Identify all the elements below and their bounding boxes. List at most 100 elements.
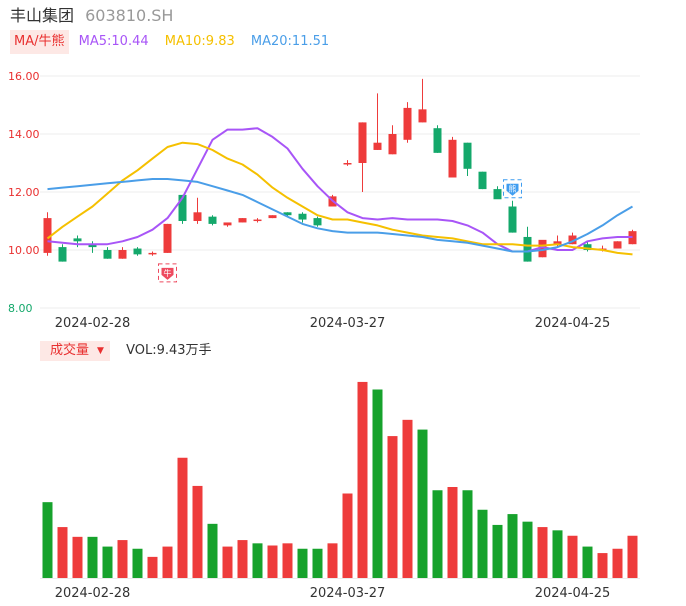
volume-bar xyxy=(132,548,143,578)
candle-body xyxy=(178,194,187,221)
volume-bar xyxy=(597,553,608,578)
candle xyxy=(133,247,142,256)
candle-body xyxy=(448,139,457,178)
volume-indicator-dropdown[interactable]: 成交量 ▼ xyxy=(40,341,110,361)
candle-body xyxy=(163,223,172,253)
candle-body xyxy=(523,236,532,262)
candle-body xyxy=(313,218,322,226)
ma5-line xyxy=(47,127,633,253)
volume-bar xyxy=(222,546,233,578)
stock-code: 603810.SH xyxy=(85,6,174,25)
candle xyxy=(148,251,157,256)
candle xyxy=(118,247,127,259)
caret-down-icon: ▼ xyxy=(97,346,104,356)
volume-bar xyxy=(417,429,428,578)
candle xyxy=(268,215,277,219)
candle-body xyxy=(193,212,202,221)
candle-body xyxy=(343,163,352,165)
candle xyxy=(313,216,322,227)
signal-frame xyxy=(158,263,177,283)
volume-bar xyxy=(447,487,458,578)
volume-value: VOL:9.43万手 xyxy=(126,343,212,358)
volume-bar xyxy=(177,457,188,578)
x-tick-label: 2024-02-28 xyxy=(55,316,131,331)
y-tick-label: 14.00 xyxy=(8,128,40,141)
volume-bar xyxy=(582,546,593,578)
candle-body xyxy=(613,241,622,249)
volume-bar xyxy=(207,523,218,578)
candle-body xyxy=(463,142,472,169)
volume-bar xyxy=(402,419,413,578)
candle-body xyxy=(238,218,247,223)
x-tick-label: 2024-02-28 xyxy=(55,586,131,601)
candle xyxy=(193,197,202,224)
candle-body xyxy=(538,239,547,258)
volume-bar xyxy=(117,540,128,578)
ma-legend: MA/牛熊 MA5:10.44 MA10:9.83 MA20:11.51 xyxy=(10,30,341,54)
candle xyxy=(478,171,487,190)
candle xyxy=(583,241,592,252)
ma-indicator-tab[interactable]: MA/牛熊 xyxy=(10,30,69,54)
candle-body xyxy=(148,252,157,255)
signal-shield xyxy=(161,267,174,280)
volume-bar xyxy=(252,543,263,578)
signal-shield xyxy=(506,183,519,196)
candle xyxy=(103,247,112,259)
candle-body xyxy=(358,122,367,163)
y-tick-label: 10.00 xyxy=(8,244,40,257)
candle xyxy=(388,125,397,155)
candle-body xyxy=(88,244,97,248)
volume-tab-label: 成交量 xyxy=(50,343,90,358)
volume-bar xyxy=(312,548,323,578)
x-tick-label: 2024-04-25 xyxy=(535,316,611,331)
candle xyxy=(178,194,187,224)
ma10-line xyxy=(46,141,633,256)
volume-bar xyxy=(357,381,368,578)
volume-bar xyxy=(462,490,473,578)
ma5-label: MA5:10.44 xyxy=(78,34,149,49)
volume-bar xyxy=(627,535,638,578)
volume-bar xyxy=(192,485,203,578)
volume-bar xyxy=(372,389,383,578)
y-tick-label: 12.00 xyxy=(8,186,40,199)
bear-signal-icon: 熊 xyxy=(503,179,522,199)
candle-body xyxy=(433,128,442,153)
volume-bar xyxy=(147,556,158,578)
volume-bar xyxy=(87,536,98,578)
candle xyxy=(298,212,307,223)
volume-bar xyxy=(522,521,533,578)
candle-body xyxy=(43,218,52,253)
volume-bar xyxy=(267,545,278,578)
candle-body xyxy=(583,244,592,250)
volume-bar xyxy=(72,536,83,578)
candle xyxy=(373,93,382,150)
volume-bar xyxy=(492,524,503,578)
candle-body xyxy=(103,250,112,259)
ma10-label: MA10:9.83 xyxy=(164,34,235,49)
candle-body xyxy=(478,171,487,190)
candle xyxy=(523,226,532,262)
candle-body xyxy=(73,238,82,242)
volume-bar xyxy=(567,535,578,578)
y-tick-label: 16.00 xyxy=(8,70,40,83)
candle-body xyxy=(268,215,277,219)
candle-body xyxy=(388,134,397,155)
candle xyxy=(493,186,502,200)
x-tick-label: 2024-03-27 xyxy=(310,316,386,331)
candle-body xyxy=(208,216,217,224)
candle-body xyxy=(58,247,67,262)
signal-label: 熊 xyxy=(509,184,517,194)
candle-body xyxy=(493,189,502,200)
stock-name: 丰山集团 xyxy=(10,6,75,25)
candle xyxy=(73,235,82,248)
candle xyxy=(343,160,352,166)
volume-bar xyxy=(297,548,308,578)
y-tick-label: 8.00 xyxy=(8,302,33,315)
candle-body xyxy=(568,235,577,245)
candle xyxy=(403,102,412,143)
candle-body xyxy=(133,248,142,255)
volume-bar xyxy=(237,540,248,578)
candle xyxy=(613,241,622,249)
x-tick-label: 2024-04-25 xyxy=(535,586,611,601)
